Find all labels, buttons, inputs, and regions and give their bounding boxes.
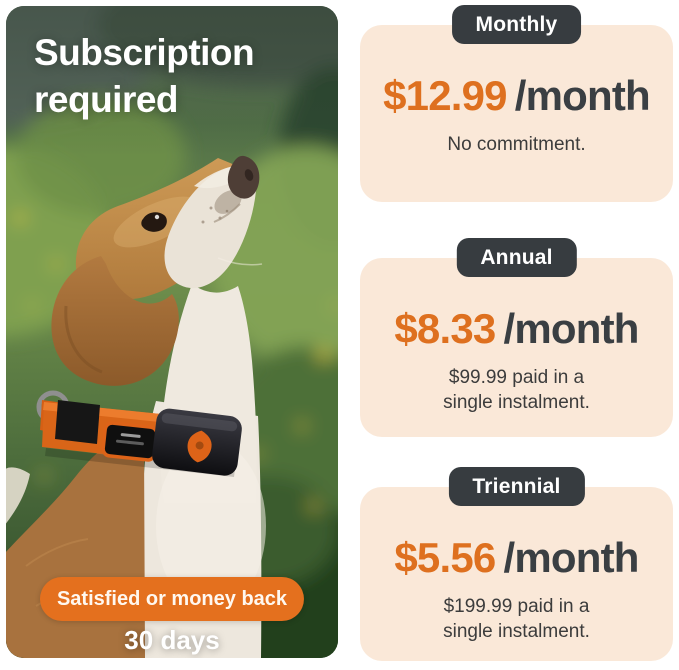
- price-period: /month: [514, 72, 651, 119]
- plan-badge: Monthly: [451, 5, 582, 44]
- plan-badge: Annual: [456, 238, 577, 277]
- gps-tracker: [152, 408, 242, 476]
- price-amount: $5.56: [394, 534, 496, 581]
- collar-buckle: [55, 400, 100, 444]
- plan-badge: Triennial: [448, 467, 585, 506]
- collar-brand-label: [101, 421, 159, 462]
- money-back-button[interactable]: Satisfied or money back: [39, 577, 305, 621]
- plan-note: $199.99 paid in a single instalment.: [443, 596, 590, 643]
- price-row: $12.99 /month: [360, 72, 673, 119]
- pricing-panel: Monthly $12.99 /month No commitment. Ann…: [360, 0, 673, 670]
- price-period: /month: [503, 305, 639, 352]
- guarantee-period: 30 days: [124, 625, 220, 655]
- plan-note: No commitment.: [447, 134, 586, 156]
- dog: [6, 155, 266, 658]
- plan-card-triennial[interactable]: Triennial $5.56 /month $199.99 paid in a…: [360, 467, 673, 661]
- price-amount: $8.33: [394, 305, 496, 352]
- dog-muzzle: [164, 165, 257, 289]
- price-period: /month: [503, 534, 639, 581]
- collar: [36, 390, 242, 477]
- dog-photo-illustration: [6, 6, 338, 658]
- dog-photo-panel: Subscription required Satisfied or money…: [6, 6, 338, 658]
- price-row: $5.56 /month: [360, 534, 673, 581]
- dog-ear: [51, 256, 179, 386]
- price-row: $8.33 /month: [360, 305, 673, 352]
- plan-note: $99.99 paid in a single instalment.: [443, 367, 590, 414]
- price-amount: $12.99: [383, 72, 507, 119]
- dog-eye: [141, 212, 167, 234]
- plan-card-monthly[interactable]: Monthly $12.99 /month No commitment.: [360, 5, 673, 202]
- headline: Subscription required: [34, 32, 255, 120]
- dog-nose: [227, 155, 260, 199]
- plan-card-annual[interactable]: Annual $8.33 /month $99.99 paid in a sin…: [360, 238, 673, 437]
- top-shade: [6, 6, 338, 156]
